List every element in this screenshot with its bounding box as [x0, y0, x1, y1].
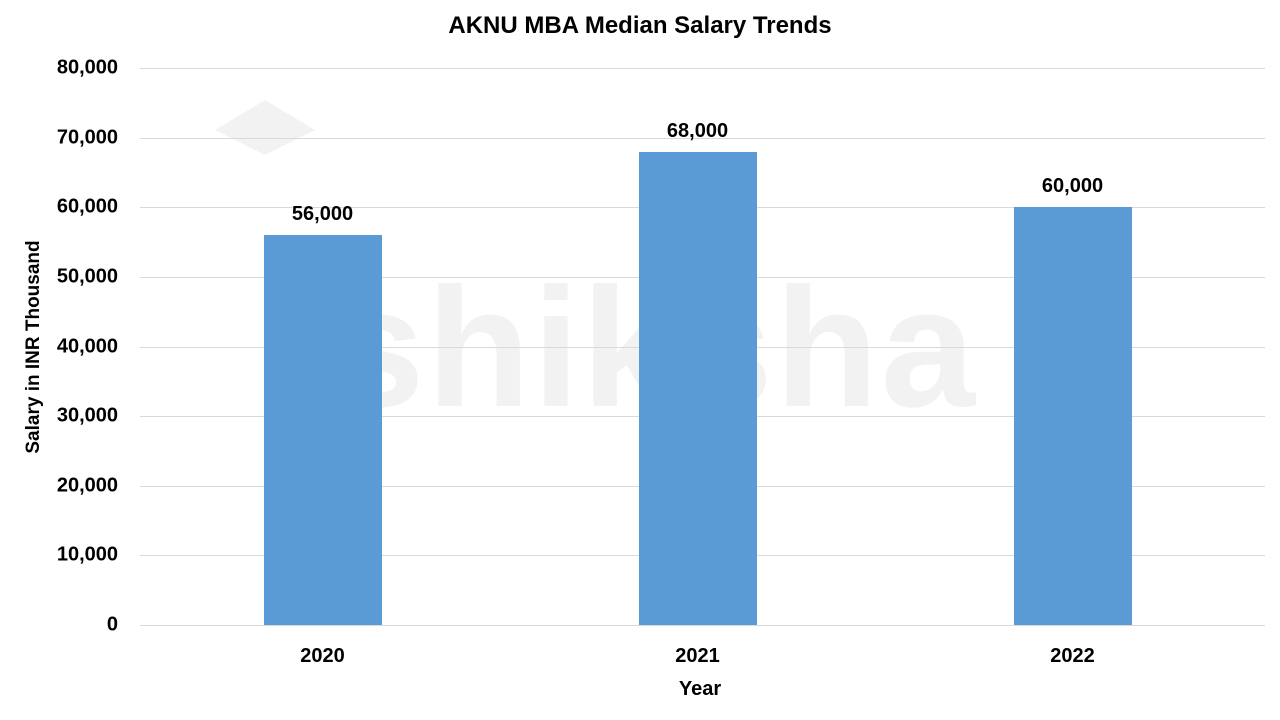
- chart-title: AKNU MBA Median Salary Trends: [448, 12, 832, 39]
- data-label: 60,000: [1041, 175, 1104, 198]
- y-tick-label: 30,000: [56, 404, 118, 427]
- y-tick-label: 10,000: [56, 543, 118, 566]
- gridline: [140, 137, 1265, 139]
- bar-2021: [638, 151, 757, 625]
- y-tick-label: 0: [106, 613, 118, 636]
- y-tick-label: 40,000: [56, 335, 118, 357]
- data-label: 56,000: [291, 203, 354, 226]
- y-tick-label: 20,000: [56, 474, 118, 497]
- x-tick-label: 2020: [300, 645, 345, 667]
- gridline: [140, 68, 1265, 69]
- gridline: [140, 625, 1265, 626]
- y-tick-label: 50,000: [56, 265, 118, 288]
- x-tick-label: 2022: [1050, 645, 1095, 667]
- bar-2020: [263, 235, 382, 625]
- x-axis-label: Year: [678, 678, 722, 700]
- bar-2022: [1013, 207, 1132, 625]
- x-tick-label: 2021: [675, 645, 720, 667]
- data-label: 68,000: [666, 119, 729, 142]
- y-tick-label: 80,000: [56, 56, 118, 79]
- y-tick-label: 70,000: [56, 126, 118, 149]
- y-tick-label: 60,000: [56, 195, 118, 218]
